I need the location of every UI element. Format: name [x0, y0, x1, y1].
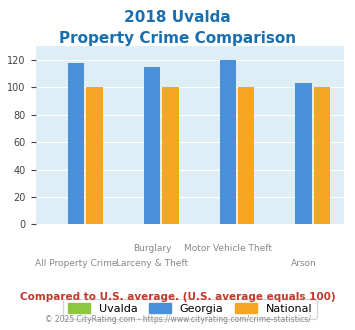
Bar [162, 87, 179, 224]
Text: All Property Crime: All Property Crime [35, 259, 118, 268]
Bar [144, 67, 160, 224]
Bar [238, 87, 255, 224]
Text: Arson: Arson [291, 259, 317, 268]
Bar [68, 63, 84, 224]
Text: Property Crime Comparison: Property Crime Comparison [59, 31, 296, 46]
Text: Motor Vehicle Theft: Motor Vehicle Theft [184, 244, 272, 253]
Text: © 2025 CityRating.com - https://www.cityrating.com/crime-statistics/: © 2025 CityRating.com - https://www.city… [45, 315, 310, 324]
Text: Burglary: Burglary [133, 244, 171, 253]
Bar [86, 87, 103, 224]
Text: Larceny & Theft: Larceny & Theft [116, 259, 188, 268]
Text: 2018 Uvalda: 2018 Uvalda [124, 10, 231, 25]
Legend: Uvalda, Georgia, National: Uvalda, Georgia, National [63, 299, 317, 319]
Bar [219, 60, 236, 224]
Bar [313, 87, 330, 224]
Bar [295, 83, 312, 224]
Text: Compared to U.S. average. (U.S. average equals 100): Compared to U.S. average. (U.S. average … [20, 292, 335, 302]
